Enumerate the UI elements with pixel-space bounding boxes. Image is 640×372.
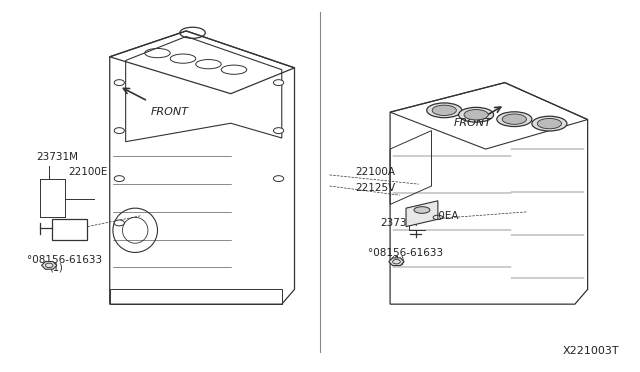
Ellipse shape (464, 110, 488, 120)
Text: (1): (1) (390, 256, 404, 265)
Text: X221003T: X221003T (563, 346, 620, 356)
Ellipse shape (432, 105, 456, 115)
Text: 22100E: 22100E (68, 167, 108, 177)
Ellipse shape (502, 114, 527, 124)
Text: 22125V: 22125V (355, 183, 396, 193)
Polygon shape (406, 201, 438, 227)
Polygon shape (42, 262, 57, 269)
Text: 22100A: 22100A (355, 167, 395, 177)
Text: FRONT: FRONT (151, 107, 189, 116)
Text: °08156-61633: °08156-61633 (27, 256, 102, 265)
Circle shape (114, 220, 124, 226)
Circle shape (273, 128, 284, 134)
Text: °08156-61633: °08156-61633 (368, 248, 443, 258)
Ellipse shape (532, 116, 567, 131)
Text: 22100EA: 22100EA (412, 211, 459, 221)
Ellipse shape (427, 103, 462, 118)
Ellipse shape (459, 108, 493, 122)
Circle shape (273, 80, 284, 86)
Polygon shape (389, 258, 404, 266)
Circle shape (114, 176, 124, 182)
Text: 23731T: 23731T (381, 218, 420, 228)
Ellipse shape (497, 112, 532, 126)
Circle shape (114, 128, 124, 134)
Circle shape (114, 80, 124, 86)
Text: FRONT: FRONT (454, 118, 492, 128)
Ellipse shape (538, 118, 561, 129)
Ellipse shape (414, 207, 430, 213)
Text: 23731M: 23731M (36, 152, 79, 162)
Text: (1): (1) (49, 263, 63, 273)
Circle shape (273, 176, 284, 182)
